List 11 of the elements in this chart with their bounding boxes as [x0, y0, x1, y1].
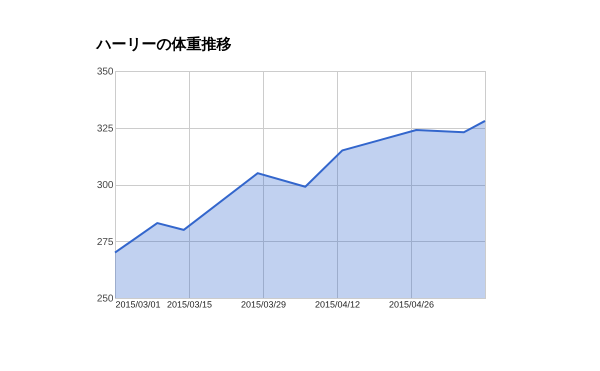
- y-tick-label: 275: [96, 236, 114, 248]
- y-tick-label: 250: [96, 294, 114, 304]
- y-tick-label: 350: [96, 66, 114, 78]
- x-tick-label: 2015/03/15: [166, 300, 212, 310]
- x-tick-label: 2015/03/29: [240, 300, 286, 310]
- y-tick-label: 300: [96, 180, 114, 191]
- y-tick-label: 325: [96, 123, 114, 134]
- x-tick-label: 2015/04/26: [388, 300, 434, 310]
- chart-title: ハーリーの体重推移: [95, 35, 232, 53]
- x-tick-label: 2015/03/01: [116, 300, 161, 310]
- x-tick-label: 2015/04/12: [314, 300, 360, 310]
